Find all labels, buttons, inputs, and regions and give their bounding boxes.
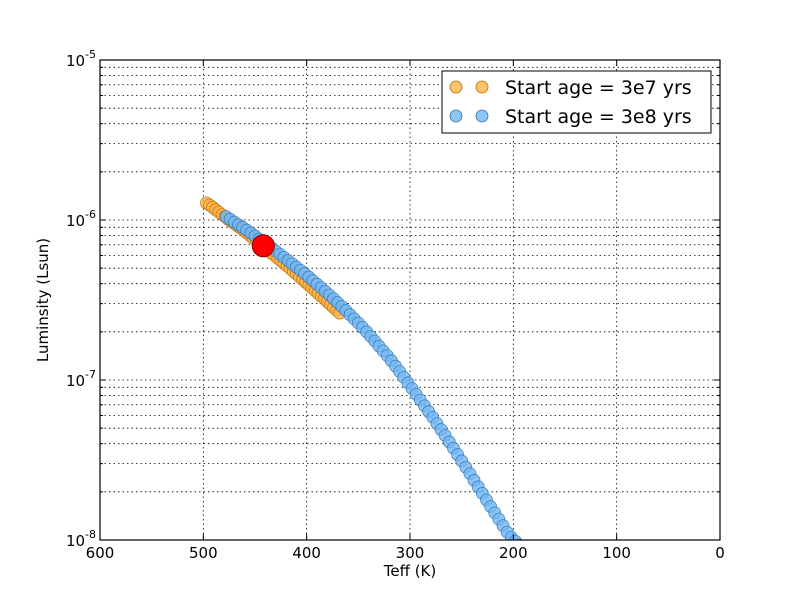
tick-labels: 600 500 400 300 200 100 0 10-8 10-7 10-6 10-5 (66, 48, 725, 562)
x-axis-label: Teff (K) (383, 562, 437, 580)
legend-label: Start age = 3e8 yrs (505, 106, 692, 128)
x-tick-label: 0 (715, 544, 725, 562)
legend-marker (475, 109, 489, 123)
x-tick-label: 100 (602, 544, 631, 562)
x-tick-label: 300 (396, 544, 425, 562)
y-tick-label: 10-7 (66, 368, 96, 390)
y-tick-label: 10-6 (66, 208, 96, 230)
y-axis-label: Luminsity (Lsun) (34, 238, 52, 362)
x-tick-label: 600 (86, 544, 115, 562)
legend-marker (449, 109, 463, 123)
grid (100, 60, 720, 540)
x-tick-label: 500 (189, 544, 218, 562)
legend-marker (449, 80, 463, 94)
y-tick-label: 10-8 (66, 528, 96, 550)
legend-label: Start age = 3e7 yrs (505, 77, 692, 99)
x-tick-label: 400 (292, 544, 321, 562)
x-tick-label: 200 (499, 544, 528, 562)
highlight-point (251, 234, 275, 258)
y-tick-label: 10-5 (66, 48, 96, 70)
legend-box (441, 70, 712, 134)
axis-ticks (99, 60, 721, 541)
legend-marker (475, 80, 489, 94)
plot-area (200, 196, 524, 540)
data-points (200, 196, 524, 540)
legend: Start age = 3e7 yrs Start age = 3e8 yrs (441, 70, 712, 134)
